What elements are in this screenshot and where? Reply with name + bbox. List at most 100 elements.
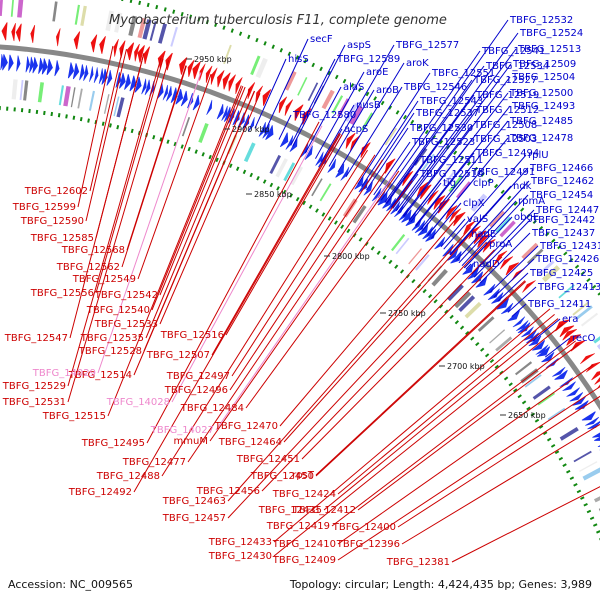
leader-line — [337, 62, 405, 173]
leader-line — [320, 104, 355, 163]
leader-line — [227, 241, 487, 519]
reverse-cds-mark — [217, 70, 225, 88]
feature-block — [74, 4, 80, 25]
gc-tick — [334, 74, 339, 80]
leader-line — [401, 423, 600, 545]
reverse-cds-mark — [499, 256, 514, 270]
leader-line — [283, 230, 475, 443]
rna-gene-label: TBFG_14028 — [106, 397, 170, 408]
gc-tick — [197, 17, 201, 22]
feature-block — [477, 316, 495, 332]
reverse-cds-mark — [562, 329, 577, 341]
forward-cds-mark — [594, 436, 600, 441]
feature-block — [537, 392, 555, 406]
feature-block — [442, 169, 456, 187]
forward-gene-label: TBFG_12442 — [531, 215, 595, 226]
reverse-gene-label: TBFG_12419 — [266, 521, 330, 532]
gc-tick — [566, 469, 571, 474]
forward-gene-label: TBFG_12411 — [527, 299, 591, 310]
leader-line — [357, 344, 579, 511]
feature-block — [275, 158, 288, 178]
leader-line — [449, 167, 529, 256]
reverse-cds-mark — [566, 334, 582, 346]
leader-line — [532, 318, 561, 342]
forward-cds-mark — [566, 387, 580, 397]
forward-cds-mark — [0, 54, 4, 71]
gc-tick — [287, 51, 292, 57]
gc-tick — [557, 245, 562, 250]
forward-cds-mark — [512, 316, 526, 328]
gc-tick — [573, 482, 578, 487]
forward-gene-label: rplU — [528, 150, 549, 161]
forward-cds-mark — [434, 236, 446, 250]
leader-line — [69, 53, 145, 339]
leader-line — [273, 323, 564, 557]
leader-line — [151, 85, 244, 311]
leader-line — [415, 152, 475, 227]
forward-cds-mark — [83, 65, 89, 81]
gc-tick — [295, 196, 300, 202]
feature-block — [37, 82, 44, 103]
forward-cds-mark — [175, 88, 184, 105]
gc-tick — [551, 238, 556, 243]
forward-gene-label: TBFG_12431 — [539, 241, 600, 252]
feature-block — [495, 336, 513, 352]
gc-tick — [57, 113, 61, 118]
rna-gene-label: TBFG_14027 — [150, 425, 214, 436]
gc-tick — [208, 154, 212, 160]
gc-tick — [382, 255, 387, 260]
forward-cds-mark — [262, 123, 270, 139]
reverse-cds-mark — [453, 212, 466, 227]
gc-tick — [394, 264, 399, 269]
feature-block — [345, 103, 358, 122]
leader-line — [337, 313, 555, 495]
feature-block — [559, 427, 579, 441]
gc-tick — [87, 118, 90, 123]
gc-tick — [79, 116, 83, 122]
gc-tick — [473, 166, 478, 172]
gc-tick — [321, 212, 326, 217]
reverse-gene-label: TBFG_12497 — [166, 371, 230, 382]
leader-line — [264, 38, 309, 133]
gc-tick — [410, 119, 415, 125]
feature-block — [594, 496, 600, 503]
forward-cds-mark — [216, 103, 224, 120]
reverse-gene-label: TBFG_12433 — [208, 537, 272, 548]
gc-tick — [508, 382, 513, 387]
gc-tick — [591, 284, 597, 289]
feature-block — [579, 461, 598, 472]
reverse-gene-label: TBFG_12463 — [162, 496, 226, 507]
gc-tick — [229, 163, 233, 168]
gc-tick — [554, 450, 560, 455]
gc-tick — [180, 11, 184, 17]
forward-cds-mark — [134, 76, 142, 93]
forward-cds-mark — [106, 69, 113, 86]
accession-text: Accession: NC_009565 — [8, 578, 133, 591]
reverse-gene-label: TBFG_12540 — [86, 305, 150, 316]
gc-tick — [432, 134, 436, 140]
forward-gene-label: TBFG_12519 — [475, 90, 539, 101]
forward-gene-label: TBFG_12437 — [531, 228, 595, 239]
forward-cds-mark — [487, 288, 500, 300]
gc-tick — [574, 264, 580, 269]
leader-line — [385, 65, 485, 204]
reverse-gene-label: TBFG_12424 — [272, 489, 336, 500]
gc-tick — [43, 110, 46, 116]
reverse-gene-label: TBFG_12528 — [78, 346, 142, 357]
feature-block — [515, 361, 533, 376]
leader-line — [544, 337, 571, 358]
forward-cds-mark — [180, 90, 188, 107]
reverse-cds-mark — [73, 31, 81, 50]
forward-cds-mark — [471, 271, 483, 284]
reverse-gene-label: TBFG_12585 — [30, 233, 94, 244]
gc-tick — [235, 166, 240, 171]
forward-gene-label: era — [562, 314, 578, 325]
reverse-gene-label: TBFG_12590 — [20, 216, 84, 227]
forward-cds-mark — [232, 110, 240, 126]
feature-block — [290, 165, 303, 186]
leader-line — [357, 72, 431, 185]
forward-cds-mark — [258, 122, 266, 137]
reverse-cds-mark — [247, 82, 256, 100]
forward-cds-mark — [54, 60, 60, 77]
feature-block — [250, 55, 261, 76]
